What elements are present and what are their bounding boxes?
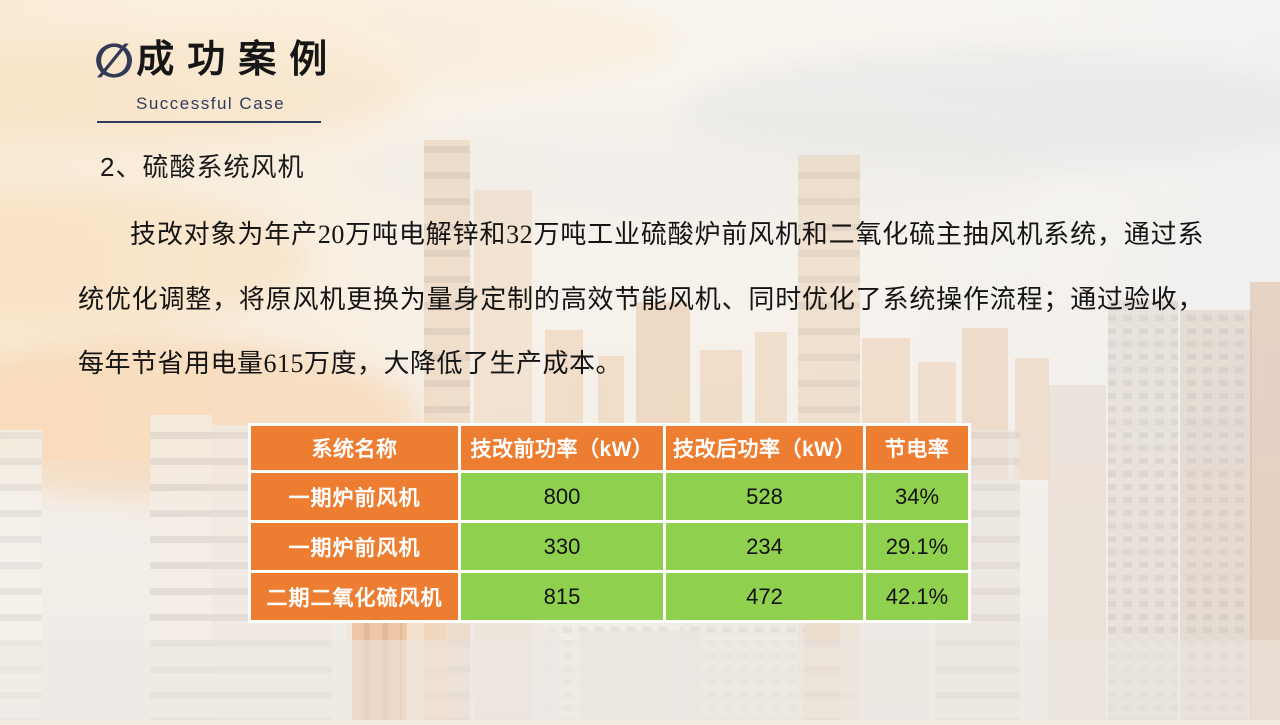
results-table: 系统名称 技改前功率（kW） 技改后功率（kW） 节电率 一期炉前风机 800 …	[248, 423, 971, 623]
table-cell: 42.1%	[863, 570, 971, 623]
table-cell: 472	[663, 570, 866, 623]
empty-set-icon: ∅	[94, 34, 135, 88]
table-cell: 34%	[863, 470, 971, 523]
subtitle: Successful Case	[136, 94, 286, 113]
col-header-system: 系统名称	[248, 423, 461, 473]
table-cell: 29.1%	[863, 520, 971, 573]
row-header: 一期炉前风机	[248, 520, 461, 573]
table-row: 一期炉前风机 800 528 34%	[248, 470, 971, 523]
table-header-row: 系统名称 技改前功率（kW） 技改后功率（kW） 节电率	[248, 423, 971, 473]
col-header-saving-rate: 节电率	[863, 423, 971, 473]
table-cell: 528	[663, 470, 866, 523]
table-cell: 330	[458, 520, 666, 573]
table-cell: 800	[458, 470, 666, 523]
row-header: 二期二氧化硫风机	[248, 570, 461, 623]
table-cell: 234	[663, 520, 866, 573]
table-row: 一期炉前风机 330 234 29.1%	[248, 520, 971, 573]
title-block: ∅ 成功案例	[94, 36, 340, 85]
page-title: 成功案例	[136, 39, 341, 81]
col-header-power-before: 技改前功率（kW）	[458, 423, 666, 473]
table-cell: 815	[458, 570, 666, 623]
col-header-power-after: 技改后功率（kW）	[663, 423, 866, 473]
section-heading: 2、硫酸系统风机	[100, 152, 305, 182]
table-row: 二期二氧化硫风机 815 472 42.1%	[248, 570, 971, 623]
row-header: 一期炉前风机	[248, 470, 461, 523]
body-paragraph: 技改对象为年产20万吨电解锌和32万吨工业硫酸炉前风机和二氧化硫主抽风机系统，通…	[78, 219, 1204, 378]
subtitle-underline	[97, 121, 321, 123]
